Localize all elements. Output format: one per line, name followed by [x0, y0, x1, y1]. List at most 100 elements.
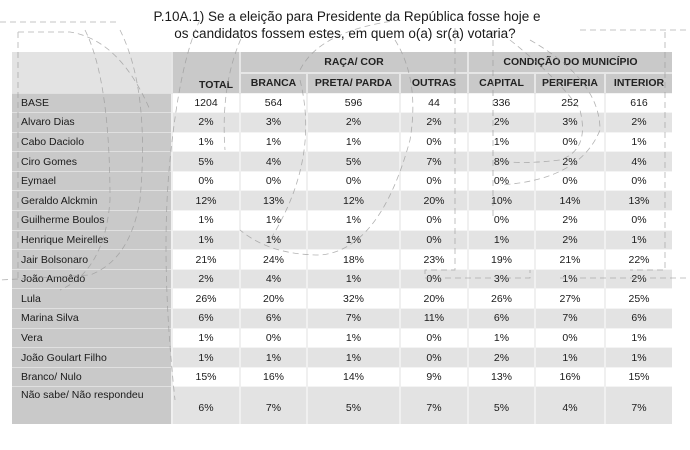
- table-row: Marina Silva 6% 6% 7% 11% 6% 7% 6%: [12, 308, 673, 329]
- cell-value: 13%: [239, 190, 307, 211]
- cell-value: 11%: [399, 308, 468, 329]
- cell-value: 0%: [467, 170, 535, 191]
- cell-value: 2%: [534, 151, 605, 172]
- cell-value: 7%: [603, 386, 673, 424]
- cell-value: 2%: [306, 112, 400, 133]
- cell-value: 0%: [399, 170, 468, 191]
- cell-value: 2%: [171, 112, 240, 133]
- cell-value: 9%: [399, 366, 468, 387]
- cell-value: 8%: [467, 151, 535, 172]
- cell-value: 1%: [603, 229, 673, 250]
- row-label: Guilherme Boulos: [12, 210, 172, 231]
- cell-value: 1%: [306, 268, 400, 289]
- column-header-branca: BRANCA: [239, 73, 307, 93]
- table-row: Cabo Daciolo 1% 1% 1% 0% 1% 0% 1%: [12, 131, 673, 152]
- row-label: Geraldo Alckmin: [12, 190, 172, 211]
- row-label: Henrique Meirelles: [12, 229, 172, 250]
- cell-value: 13%: [603, 190, 673, 211]
- results-table: TOTAL RAÇA/ COR CONDIÇÃO DO MUNICÍPIO BR…: [12, 52, 673, 424]
- cell-value: 26%: [171, 288, 240, 309]
- cell-value: 14%: [306, 366, 400, 387]
- cell-value: 1%: [239, 229, 307, 250]
- cell-value: 1%: [306, 210, 400, 231]
- cell-value: 27%: [534, 288, 605, 309]
- column-header-periferia: PERIFERIA: [534, 73, 605, 93]
- cell-value: 10%: [467, 190, 535, 211]
- cell-value: 0%: [239, 327, 307, 348]
- cell-value: 4%: [239, 268, 307, 289]
- row-label: Cabo Daciolo: [12, 131, 172, 152]
- cell-value: 7%: [399, 386, 468, 424]
- cell-value: 21%: [534, 249, 605, 270]
- cell-value: 0%: [603, 170, 673, 191]
- cell-value: 1%: [603, 327, 673, 348]
- table-row: João Amoêdo 2% 4% 1% 0% 3% 1% 2%: [12, 268, 673, 289]
- cell-value: 15%: [603, 366, 673, 387]
- header-corner: [12, 52, 172, 93]
- cell-value: 7%: [399, 151, 468, 172]
- cell-value: 1%: [306, 327, 400, 348]
- cell-value: 0%: [399, 268, 468, 289]
- cell-value: 19%: [467, 249, 535, 270]
- group-header-condicao-municipio: CONDIÇÃO DO MUNICÍPIO: [466, 52, 673, 74]
- row-label: Ciro Gomes: [12, 151, 172, 172]
- cell-value: 0%: [534, 327, 605, 348]
- cell-value: 1%: [306, 131, 400, 152]
- row-label: Alvaro Dias: [12, 112, 172, 133]
- cell-value: 0%: [534, 131, 605, 152]
- cell-value: 25%: [603, 288, 673, 309]
- cell-value: 21%: [171, 249, 240, 270]
- cell-value: 5%: [306, 151, 400, 172]
- cell-value: 1%: [239, 131, 307, 152]
- cell-value: 0%: [399, 131, 468, 152]
- cell-value: 0%: [534, 170, 605, 191]
- row-label: João Goulart Filho: [12, 347, 172, 368]
- cell-value: 2%: [399, 112, 468, 133]
- cell-value: 2%: [534, 210, 605, 231]
- cell-value: 1%: [171, 347, 240, 368]
- cell-value: 13%: [467, 366, 535, 387]
- cell-value: 44: [399, 92, 468, 113]
- cell-value: 6%: [467, 308, 535, 329]
- cell-value: 1%: [171, 210, 240, 231]
- table-row: Vera 1% 0% 1% 0% 1% 0% 1%: [12, 327, 673, 348]
- cell-value: 336: [467, 92, 535, 113]
- cell-value: 596: [306, 92, 400, 113]
- cell-value: 564: [239, 92, 307, 113]
- row-label: Não sabe/ Não respondeu: [12, 386, 172, 424]
- cell-value: 1%: [467, 327, 535, 348]
- cell-value: 1%: [306, 347, 400, 368]
- cell-value: 6%: [603, 308, 673, 329]
- cell-value: 7%: [534, 308, 605, 329]
- cell-value: 1%: [306, 229, 400, 250]
- cell-value: 2%: [603, 268, 673, 289]
- column-header-interior: INTERIOR: [603, 73, 673, 93]
- row-label: Eymael: [12, 170, 172, 191]
- cell-value: 7%: [239, 386, 307, 424]
- cell-value: 12%: [171, 190, 240, 211]
- cell-value: 1%: [239, 210, 307, 231]
- column-header-capital: CAPITAL: [467, 73, 535, 93]
- cell-value: 2%: [603, 112, 673, 133]
- cell-value: 0%: [399, 347, 468, 368]
- cell-value: 20%: [399, 288, 468, 309]
- cell-value: 7%: [306, 308, 400, 329]
- cell-value: 1%: [603, 347, 673, 368]
- cell-value: 616: [603, 92, 673, 113]
- cell-value: 0%: [467, 210, 535, 231]
- table-row: Lula 26% 20% 32% 20% 26% 27% 25%: [12, 288, 673, 309]
- cell-value: 1%: [603, 131, 673, 152]
- cell-value: 0%: [306, 170, 400, 191]
- cell-value: 32%: [306, 288, 400, 309]
- table-row: Branco/ Nulo 15% 16% 14% 9% 13% 16% 15%: [12, 366, 673, 387]
- table-row: Henrique Meirelles 1% 1% 1% 0% 1% 2% 1%: [12, 229, 673, 250]
- cell-value: 0%: [603, 210, 673, 231]
- table-row: Não sabe/ Não respondeu 6% 7% 5% 7% 5% 4% 7%: [12, 386, 673, 424]
- row-label: BASE: [12, 92, 172, 113]
- question-title-line-2: os candidatos fossem estes, em quem o(a)…: [174, 26, 516, 41]
- row-label: João Amoêdo: [12, 268, 172, 289]
- cell-value: 1%: [239, 347, 307, 368]
- table-row: Guilherme Boulos 1% 1% 1% 0% 0% 2% 0%: [12, 210, 673, 231]
- cell-value: 0%: [399, 327, 468, 348]
- cell-value: 15%: [171, 366, 240, 387]
